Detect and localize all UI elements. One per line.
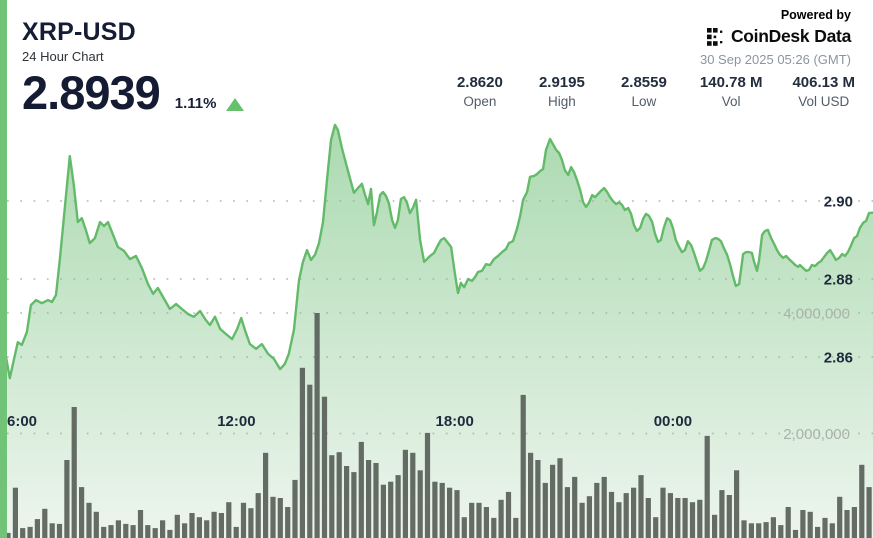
stat-vol-label: Vol — [721, 94, 741, 109]
svg-text:12:00: 12:00 — [217, 413, 255, 430]
symbol-title: XRP-USD — [22, 18, 136, 46]
svg-text:18:00: 18:00 — [436, 413, 474, 430]
stat-vol-usd-value: 406.13 M — [792, 74, 855, 91]
svg-text:00:00: 00:00 — [654, 413, 692, 430]
accent-stripe — [0, 0, 7, 538]
timestamp: 30 Sep 2025 05:26 (GMT) — [699, 52, 851, 67]
up-triangle-icon — [226, 98, 245, 112]
stat-high-value: 2.9195 — [538, 74, 585, 91]
stat-vol: 140.78 M Vol — [700, 74, 763, 109]
stat-high: 2.9195 High — [536, 74, 588, 109]
coindesk-logo-text: CoinDesk — [730, 26, 810, 46]
svg-text:2.86: 2.86 — [824, 350, 853, 367]
current-price: 2.8939 — [22, 66, 161, 119]
stat-low-label: Low — [631, 94, 657, 109]
stat-vol-value: 140.78 M — [699, 74, 763, 91]
svg-text:2.88: 2.88 — [824, 272, 853, 289]
stats-row: 2.8620 Open 2.9195 High 2.8559 Low 140.7… — [454, 74, 855, 109]
chart-subtitle: 24 Hour Chart — [22, 49, 104, 64]
price-row: 2.8939 1.11% — [22, 66, 245, 119]
stat-high-label: High — [548, 94, 576, 109]
powered-by-label: Powered by — [780, 8, 851, 22]
stat-low: 2.8559 Low — [618, 74, 670, 109]
stat-low-value: 2.8559 — [620, 74, 667, 91]
stat-vol-usd: 406.13 M Vol USD — [792, 74, 855, 109]
header-left: XRP-USD 24 Hour Chart 2.8939 1.11% — [22, 18, 245, 119]
change-percent: 1.11% — [174, 95, 217, 113]
stat-open: 2.8620 Open — [454, 74, 506, 109]
coindesk-logo: CoinDesk Data — [700, 26, 851, 47]
svg-text:2,000,000: 2,000,000 — [783, 426, 850, 443]
coindesk-logo-text-data: Data — [814, 26, 851, 46]
stat-open-value: 2.8620 — [456, 74, 503, 91]
stat-vol-usd-label: Vol USD — [798, 94, 850, 109]
svg-text:6:00: 6:00 — [7, 413, 37, 430]
coindesk-logo-icon — [706, 27, 723, 46]
svg-text:2.90: 2.90 — [824, 194, 853, 211]
stat-open-label: Open — [463, 94, 497, 109]
svg-text:4,000,000: 4,000,000 — [783, 306, 850, 323]
header-right: Powered by CoinDesk Data 30 Sep 2025 05:… — [700, 8, 851, 67]
